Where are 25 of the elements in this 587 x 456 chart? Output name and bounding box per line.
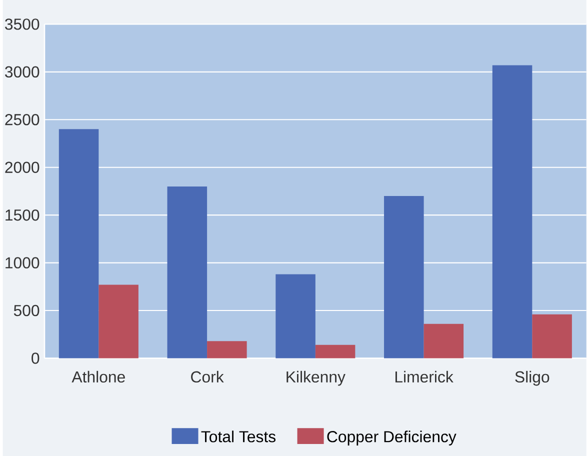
bar: [98, 284, 138, 358]
x-tick-label: Cork: [191, 370, 224, 382]
x-tick-label: Sligo: [515, 370, 550, 386]
bar: [384, 196, 424, 358]
bar: [58, 129, 99, 358]
y-tick-label: 3500: [5, 18, 40, 30]
legend-label: Total Tests: [201, 430, 276, 442]
y-tick-label: 2500: [5, 114, 40, 126]
x-tick-label: Limerick: [395, 370, 454, 382]
bar: [424, 324, 464, 358]
y-tick-label: 2000: [5, 162, 40, 173]
x-tick-label: Athlone: [72, 370, 125, 382]
bar: [207, 340, 247, 358]
bar: [167, 186, 208, 358]
y-tick-label: 500: [14, 304, 40, 316]
x-tick-label: Kilkenny: [286, 370, 346, 386]
bar: [532, 314, 572, 358]
y-tick-label: 3000: [5, 66, 40, 78]
y-tick-label: 1000: [6, 257, 40, 268]
bar: [315, 344, 356, 358]
y-tick-label: 0: [32, 352, 40, 364]
y-tick-label: 1500: [6, 209, 40, 221]
legend-label: Copper Deficiency: [327, 430, 456, 446]
bar: [276, 274, 316, 358]
bar: [492, 65, 532, 358]
